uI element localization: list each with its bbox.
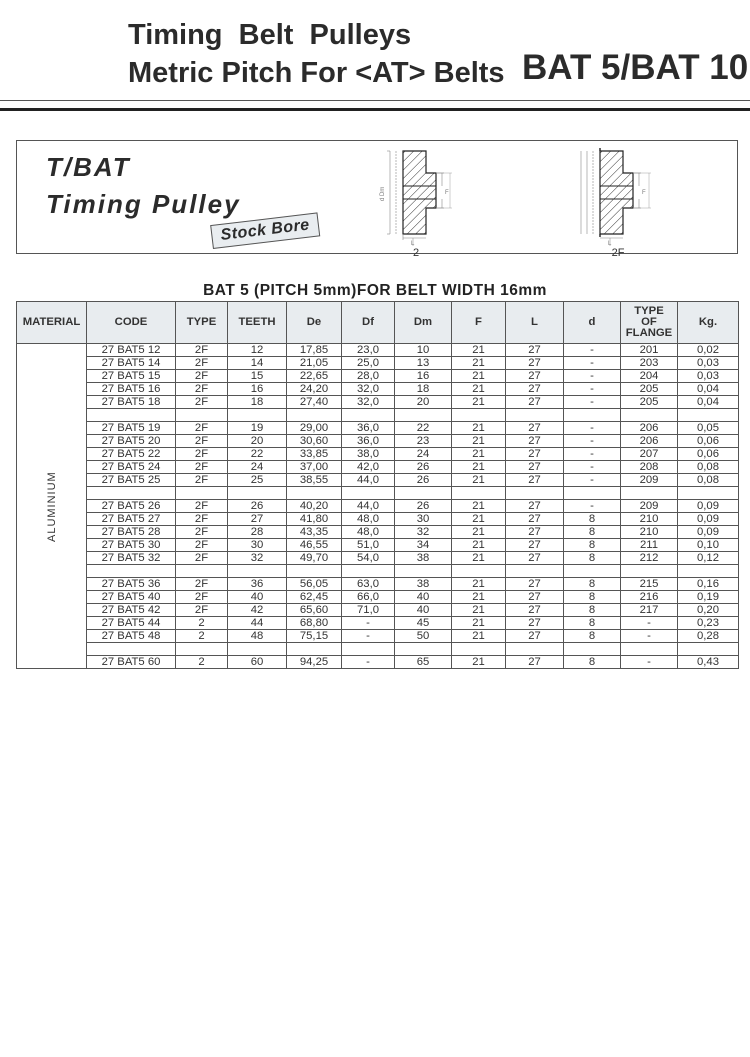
svg-text:F: F [642,190,646,196]
svg-text:d Dm: d Dm [380,187,386,201]
svg-text:L: L [608,241,612,246]
svg-text:L: L [411,241,415,246]
svg-text:F: F [445,190,449,196]
